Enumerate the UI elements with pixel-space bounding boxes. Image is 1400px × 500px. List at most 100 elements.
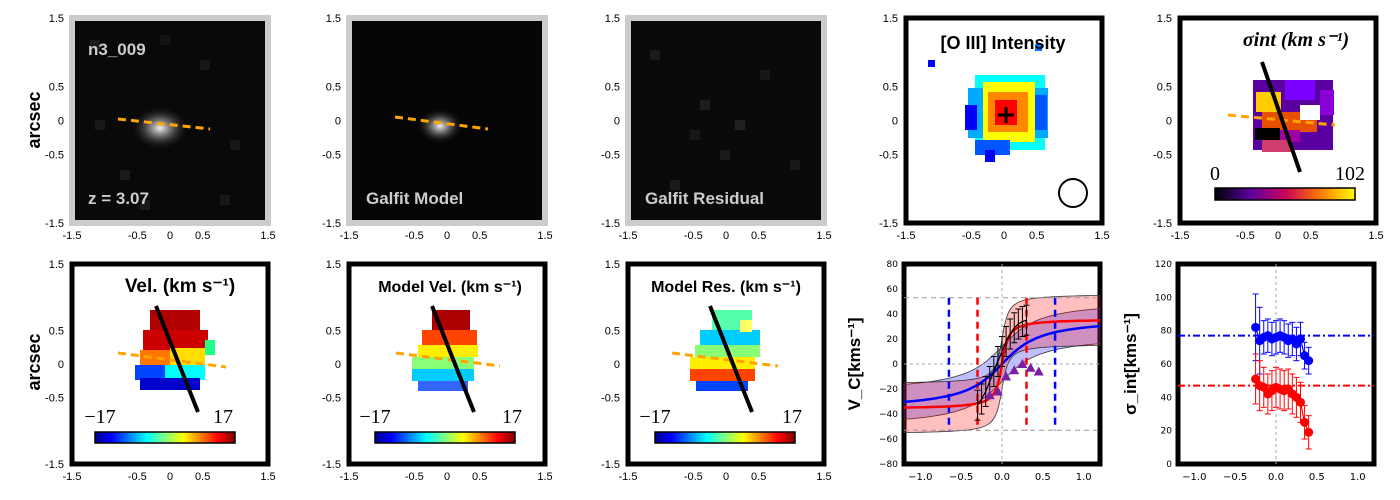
sp-ytick-label: 0 — [1166, 460, 1172, 470]
galaxy-source — [130, 106, 190, 150]
blue-data-point — [1296, 334, 1305, 344]
ylabel-row1: arcsec — [24, 91, 44, 148]
galfit-residual-label: Galfit Residual — [645, 189, 764, 208]
pa-dash-line — [117, 351, 227, 369]
map-xtick-label: 1.5 — [1094, 230, 1109, 242]
map-ytick-label: -0.5 — [322, 150, 341, 162]
sp-xtick-label: 0.5 — [1309, 472, 1325, 483]
map-ytick-label: 0 — [614, 116, 620, 128]
rc-xtick-label: 0.0 — [994, 472, 1010, 483]
blue-data-point — [1251, 322, 1261, 332]
map-tick-labels: -1.5 -0.5 0 0.5 1.51.50.50-0.5-1.5-1.5 -0.5 0 0… — [45, 13, 1384, 483]
sp-xtick-label: −0.5 — [1223, 472, 1247, 483]
galfit-model-source — [416, 108, 464, 144]
sp-ytick-label: 60 — [1161, 360, 1173, 370]
sp-ylabel: σ_int[kms⁻¹] — [1121, 313, 1140, 415]
map-xtick-label: 0.5 — [195, 471, 210, 483]
map-xtick-label: 0 — [444, 230, 450, 242]
ylabel-row2: arcsec — [24, 333, 44, 390]
map-xtick-label: 0.5 — [195, 230, 210, 242]
sigma-cbar-min: 0 — [1210, 163, 1220, 185]
model-vel-cbar-min: −17 — [359, 406, 390, 428]
sigma-colorbar — [1214, 187, 1356, 201]
model-res-colorbar — [654, 431, 796, 444]
sp-xtick-label: −1.0 — [1182, 472, 1206, 483]
galfit-residual-panel: Galfit Residual — [625, 15, 827, 226]
map-xtick-label: -1.5 — [1171, 230, 1190, 242]
map-ytick-label: 0 — [335, 359, 341, 371]
map-xtick-label: 1.5 — [1368, 230, 1383, 242]
map-ytick-label: -0.5 — [45, 392, 64, 404]
sigma-cbar-max: 102 — [1335, 163, 1365, 185]
map-ytick-label: 1.5 — [605, 259, 620, 271]
vel-colorbar — [94, 431, 236, 444]
rc-ytick-label: −80 — [879, 460, 898, 470]
map-xtick-label: -1.5 — [897, 230, 916, 242]
map-ytick-label: -0.5 — [322, 392, 341, 404]
rc-xtick-label: −1.0 — [908, 472, 932, 483]
residual-noise — [650, 50, 800, 190]
kinematic-axis-line — [154, 305, 200, 413]
vel-pixels — [135, 310, 215, 390]
map-xtick-label: -0.5 — [962, 230, 981, 242]
map-ytick-label: 1.5 — [1157, 13, 1172, 25]
purple-triangle-point — [1009, 365, 1020, 375]
map-xtick-label: 1.5 — [260, 230, 275, 242]
map-ytick-label: -0.5 — [879, 150, 898, 162]
sp-ytick-label: 120 — [1155, 260, 1172, 270]
purple-triangle-point — [1033, 366, 1044, 376]
map-ytick-label: -0.5 — [1153, 150, 1172, 162]
map-xtick-label: 1.5 — [537, 471, 552, 483]
map-ytick-label: 1.5 — [49, 13, 64, 25]
map-xtick-label: 0.5 — [1303, 230, 1318, 242]
map-xtick-label: 1.5 — [816, 471, 831, 483]
sp-xtick-label: 0.0 — [1268, 472, 1284, 483]
pa-dash-line — [117, 117, 211, 131]
map-xtick-label: -1.5 — [619, 230, 638, 242]
kinematic-axis-line — [708, 305, 754, 413]
model-res-title: Model Res. (km s⁻¹) — [651, 279, 801, 296]
map-ytick-label: -1.5 — [879, 218, 898, 230]
pa-dash-line — [395, 351, 501, 368]
map-ytick-label: 0 — [614, 359, 620, 371]
map-xtick-label: 1.5 — [537, 230, 552, 242]
map-xtick-label: 1.5 — [260, 471, 275, 483]
map-ytick-label: 0 — [335, 116, 341, 128]
model-vel-colorbar — [374, 431, 516, 444]
map-xtick-label: -0.5 — [405, 471, 424, 483]
pa-dash-line — [671, 351, 779, 368]
map-ytick-label: 0.5 — [326, 326, 341, 338]
map-xtick-label: 0 — [1275, 230, 1281, 242]
map-xtick-label: -0.5 — [405, 230, 424, 242]
rc-ytick-label: −60 — [879, 435, 898, 445]
map-xtick-label: 0.5 — [751, 471, 766, 483]
model-res-cbar-min: −17 — [639, 406, 670, 428]
sp-ytick-label: 20 — [1161, 427, 1173, 437]
map-ytick-label: 0.5 — [1157, 81, 1172, 93]
map-ytick-label: 0.5 — [605, 326, 620, 338]
galfit-model-panel: Galfit Model — [346, 15, 548, 226]
map-ytick-label: 0 — [892, 116, 898, 128]
map-xtick-label: 0.5 — [1029, 230, 1044, 242]
map-ytick-label: -1.5 — [45, 218, 64, 230]
sp-ytick-label: 100 — [1155, 293, 1172, 303]
oiii-panel: [O III] Intensity — [903, 15, 1105, 226]
map-ytick-label: 1.5 — [49, 259, 64, 271]
purple-triangle-point — [1025, 362, 1036, 372]
model-res-cbar-max: 17 — [782, 406, 802, 428]
map-xtick-label: -0.5 — [684, 471, 703, 483]
vel-panel: Vel. (km s⁻¹) −17 17 — [69, 261, 271, 467]
red-data-point — [1251, 374, 1261, 384]
model-res-panel: Model Res. (km s⁻¹) −17 17 — [625, 261, 827, 467]
map-xtick-label: -0.5 — [684, 230, 703, 242]
purple-triangle-point — [1017, 359, 1028, 368]
map-ytick-label: -0.5 — [45, 150, 64, 162]
sigma-map-title: σint (km s⁻¹) — [1243, 29, 1349, 51]
map-xtick-label: 0 — [723, 471, 729, 483]
rc-ytick-label: 80 — [887, 260, 899, 270]
red-data-point — [1296, 397, 1305, 407]
noise-layer-1 — [90, 35, 240, 210]
vel-title: Vel. (km s⁻¹) — [125, 276, 235, 297]
map-xtick-label: -1.5 — [619, 471, 638, 483]
sp-ytick-label: 40 — [1161, 393, 1173, 403]
